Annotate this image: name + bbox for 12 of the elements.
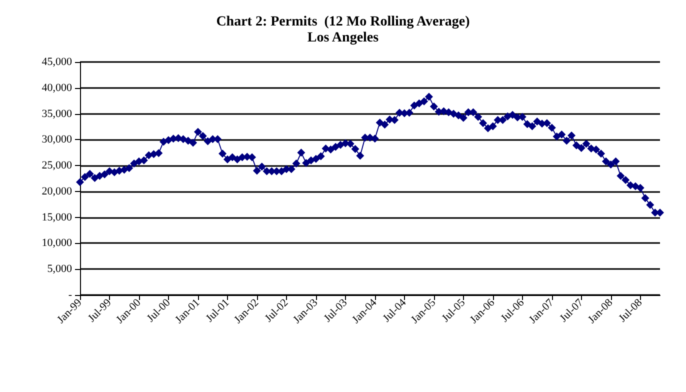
chart-title: Chart 2: Permits (12 Mo Rolling Average): [216, 14, 470, 30]
chart-subtitle: Los Angeles: [307, 30, 380, 46]
y-tick-label: 45,000: [42, 56, 72, 68]
y-tick-label: -: [68, 289, 72, 301]
y-tick-label: 30,000: [42, 134, 72, 146]
y-tick-label: 15,000: [42, 211, 72, 224]
y-tick-label: 40,000: [42, 82, 72, 94]
y-tick-label: 5,000: [47, 263, 72, 276]
y-tick-label: 10,000: [42, 237, 72, 250]
y-tick-label: 25,000: [42, 160, 72, 172]
y-tick-label: 35,000: [42, 108, 72, 120]
y-tick-label: 20,000: [42, 185, 72, 198]
